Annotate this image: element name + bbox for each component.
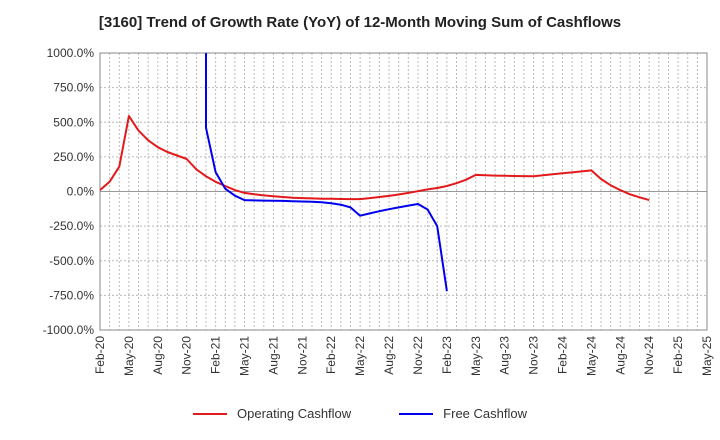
y-tick-label: 750.0% xyxy=(53,81,94,95)
series-line-1 xyxy=(205,53,448,292)
y-tick-label: 1000.0% xyxy=(47,46,95,60)
x-tick-label: Aug-20 xyxy=(151,336,165,375)
y-tick-label: 250.0% xyxy=(53,150,94,164)
y-tick-label: -750.0% xyxy=(49,288,94,302)
x-tick-label: Nov-21 xyxy=(295,336,309,375)
x-tick-label: Feb-25 xyxy=(671,336,685,374)
x-tick-label: Feb-20 xyxy=(93,336,107,374)
legend-label-free: Free Cashflow xyxy=(443,406,527,421)
x-tick-label: May-21 xyxy=(238,336,252,376)
x-tick-label: Aug-24 xyxy=(613,336,627,375)
legend-item-operating: Operating Cashflow xyxy=(193,406,351,421)
x-tick-label: May-23 xyxy=(469,336,483,376)
y-tick-label: -500.0% xyxy=(49,254,94,268)
y-tick-label: -1000.0% xyxy=(43,323,95,337)
chart-title: [3160] Trend of Growth Rate (YoY) of 12-… xyxy=(98,14,622,31)
y-tick-label: -250.0% xyxy=(49,219,94,233)
series-line-0 xyxy=(100,115,650,202)
legend-swatch-free xyxy=(399,412,434,415)
x-tick-label: May-24 xyxy=(584,336,598,376)
legend-item-free: Free Cashflow xyxy=(399,406,527,421)
x-tick-label: Aug-23 xyxy=(498,336,512,375)
x-tick-label: Nov-24 xyxy=(642,336,656,375)
x-tick-label: May-25 xyxy=(700,336,714,376)
x-tick-label: Nov-20 xyxy=(180,336,194,375)
x-tick-label: May-22 xyxy=(353,336,367,376)
x-tick-label: Aug-22 xyxy=(382,336,396,375)
x-tick-label: Feb-22 xyxy=(324,336,338,374)
x-tick-label: Aug-21 xyxy=(266,336,280,375)
x-tick-label: May-20 xyxy=(122,336,136,376)
legend-swatch-operating xyxy=(193,412,227,415)
x-tick-label: Feb-23 xyxy=(440,336,454,374)
y-tick-label: 0.0% xyxy=(67,185,95,199)
x-tick-label: Nov-23 xyxy=(527,336,541,375)
x-tick-label: Nov-22 xyxy=(411,336,425,375)
x-tick-label: Feb-24 xyxy=(555,336,569,374)
x-tick-label: Feb-21 xyxy=(209,336,223,374)
legend: Operating Cashflow Free Cashflow xyxy=(0,406,720,421)
y-tick-label: 500.0% xyxy=(53,115,94,129)
legend-label-operating: Operating Cashflow xyxy=(237,406,352,421)
plot-border xyxy=(99,52,708,331)
